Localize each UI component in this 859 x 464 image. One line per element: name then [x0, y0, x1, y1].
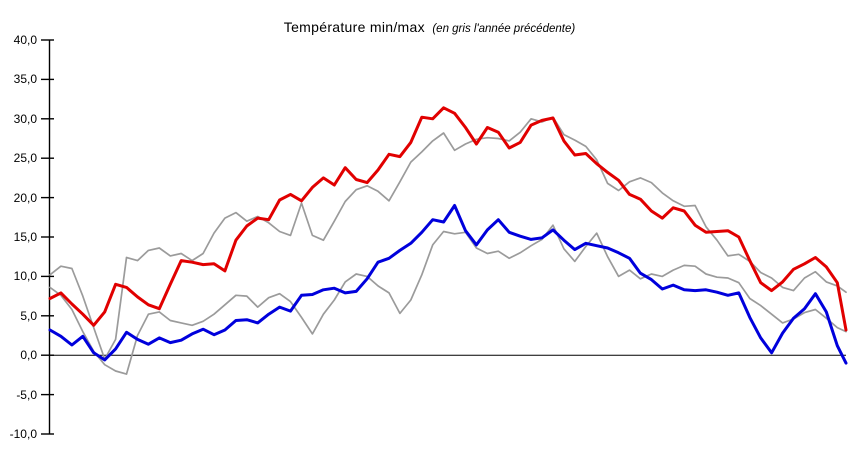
y-axis-label: 40,0	[13, 33, 37, 47]
y-axis-label: 35,0	[13, 72, 37, 87]
chart-title: Température min/max	[283, 19, 425, 35]
series-line-current-year-min	[48, 204, 848, 365]
y-axis-label: -10,0	[9, 427, 37, 441]
series-line-previous-year-min	[49, 224, 847, 375]
y-axis-label: 0,0	[20, 348, 37, 363]
y-axis-label: -5,0	[16, 387, 37, 402]
y-axis-label: 15,0	[13, 230, 37, 244]
y-axis-label: 25,0	[13, 151, 37, 166]
series-line-current-year-max	[48, 106, 848, 332]
y-axis-label: 10,0	[13, 269, 37, 284]
y-axis-label: 20,0	[13, 190, 37, 205]
y-axis-label: 5,0	[20, 308, 37, 323]
y-axis-label: 30,0	[13, 111, 37, 126]
series-line-previous-year-max	[49, 116, 847, 360]
chart-title-row: Température min/max (en gris l'année pré…	[0, 19, 859, 37]
chart-subtitle: (en gris l'année précédente)	[432, 23, 576, 35]
